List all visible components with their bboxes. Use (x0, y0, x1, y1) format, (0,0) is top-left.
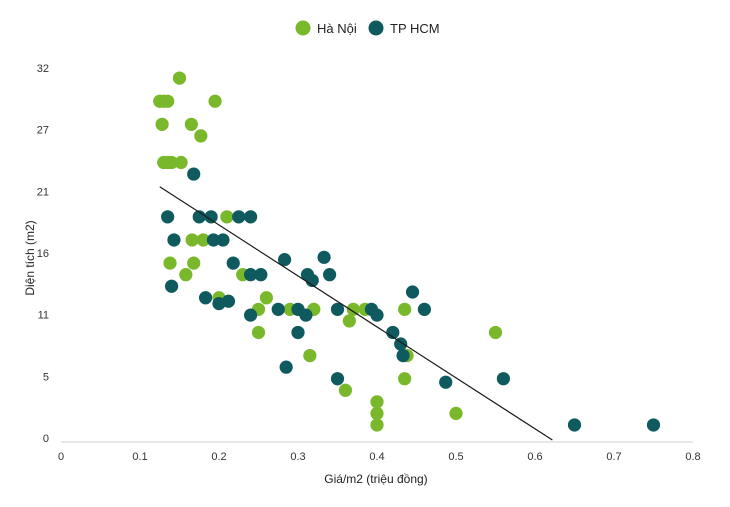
data-point (449, 406, 463, 421)
data-point (370, 418, 384, 432)
x-tick-label: 0.8 (685, 451, 700, 463)
y-tick-label: 32 (37, 63, 49, 75)
data-point (317, 250, 331, 264)
data-point (405, 285, 420, 299)
data-point (167, 233, 181, 247)
data-point (299, 308, 313, 322)
data-point (417, 302, 431, 316)
data-point (303, 348, 317, 363)
x-tick-label: 0.2 (211, 451, 226, 463)
data-point (254, 268, 268, 282)
data-point (305, 273, 319, 288)
data-point (323, 268, 337, 282)
data-point (161, 210, 175, 224)
data-point (155, 117, 169, 131)
data-point (439, 375, 453, 389)
y-tick-label: 21 (37, 186, 49, 198)
data-point (206, 233, 221, 247)
data-point (187, 256, 201, 270)
data-point (279, 360, 293, 374)
data-point (496, 372, 510, 386)
y-tick-label: 27 (37, 125, 49, 137)
data-point (184, 117, 198, 131)
data-point (172, 71, 187, 85)
data-point (221, 294, 236, 308)
series-ha-noi (153, 71, 503, 432)
legend-label: TP HCM (390, 21, 440, 36)
data-point (161, 94, 175, 108)
data-point (370, 406, 384, 421)
data-point (342, 314, 356, 328)
data-point (330, 372, 345, 386)
data-point (216, 233, 230, 247)
y-tick-label: 0 (43, 433, 49, 445)
data-point (196, 233, 210, 247)
data-point (396, 348, 410, 363)
data-point (232, 210, 246, 224)
data-point (194, 129, 208, 143)
data-point (165, 155, 179, 170)
data-point (174, 155, 188, 170)
data-point (244, 308, 258, 322)
data-point (187, 167, 201, 181)
legend-label: Hà Nội (317, 21, 357, 36)
data-point (185, 233, 199, 247)
legend-item: Hà Nội (295, 20, 357, 36)
data-point (259, 291, 273, 305)
trendline (159, 186, 553, 441)
x-tick-label: 0.3 (290, 451, 305, 463)
data-point (277, 253, 292, 267)
x-axis-title: Giá/m2 (triệu đồng) (324, 472, 427, 486)
data-points (153, 71, 661, 432)
data-point (398, 372, 412, 386)
x-tick-label: 0.1 (132, 451, 147, 463)
data-point (163, 256, 177, 270)
data-point (198, 291, 213, 305)
data-point (208, 94, 222, 108)
data-point (271, 302, 285, 316)
data-point (567, 418, 582, 432)
data-point (226, 256, 240, 270)
legend-item: TP HCM (368, 20, 440, 36)
data-point (646, 418, 661, 432)
y-axis-tick-labels: 0 5 11 16 21 27 32 (37, 63, 49, 445)
data-point (251, 325, 266, 340)
series-tp-hcm (161, 167, 661, 432)
data-point (346, 302, 360, 316)
data-point (204, 210, 218, 224)
x-axis-tick-labels: 0 0.1 0.2 0.3 0.4 0.5 0.6 0.7 0.8 (58, 451, 701, 463)
y-tick-label: 11 (38, 310, 49, 322)
x-tick-label: 0.6 (527, 451, 542, 463)
x-tick-label: 0 (58, 451, 64, 463)
legend: Hà Nội TP HCM (295, 20, 440, 36)
y-tick-label: 5 (43, 371, 49, 383)
y-axis-title: Diện tích (m2) (23, 220, 37, 295)
x-tick-label: 0.4 (369, 451, 384, 463)
data-point (386, 325, 400, 340)
data-point (398, 302, 412, 316)
data-point (192, 210, 206, 224)
y-tick-label: 16 (37, 248, 49, 260)
data-point (291, 325, 305, 340)
data-point (488, 325, 503, 340)
x-tick-label: 0.5 (448, 451, 463, 463)
data-point (165, 279, 179, 293)
data-point (244, 210, 258, 224)
x-tick-label: 0.7 (606, 451, 621, 463)
data-point (370, 308, 384, 322)
data-point (370, 395, 384, 409)
data-point (179, 268, 193, 282)
data-point (330, 302, 345, 316)
data-point (244, 268, 258, 282)
data-point (338, 383, 352, 397)
data-point (220, 210, 234, 224)
legend-marker (368, 20, 384, 36)
legend-marker (295, 20, 311, 36)
